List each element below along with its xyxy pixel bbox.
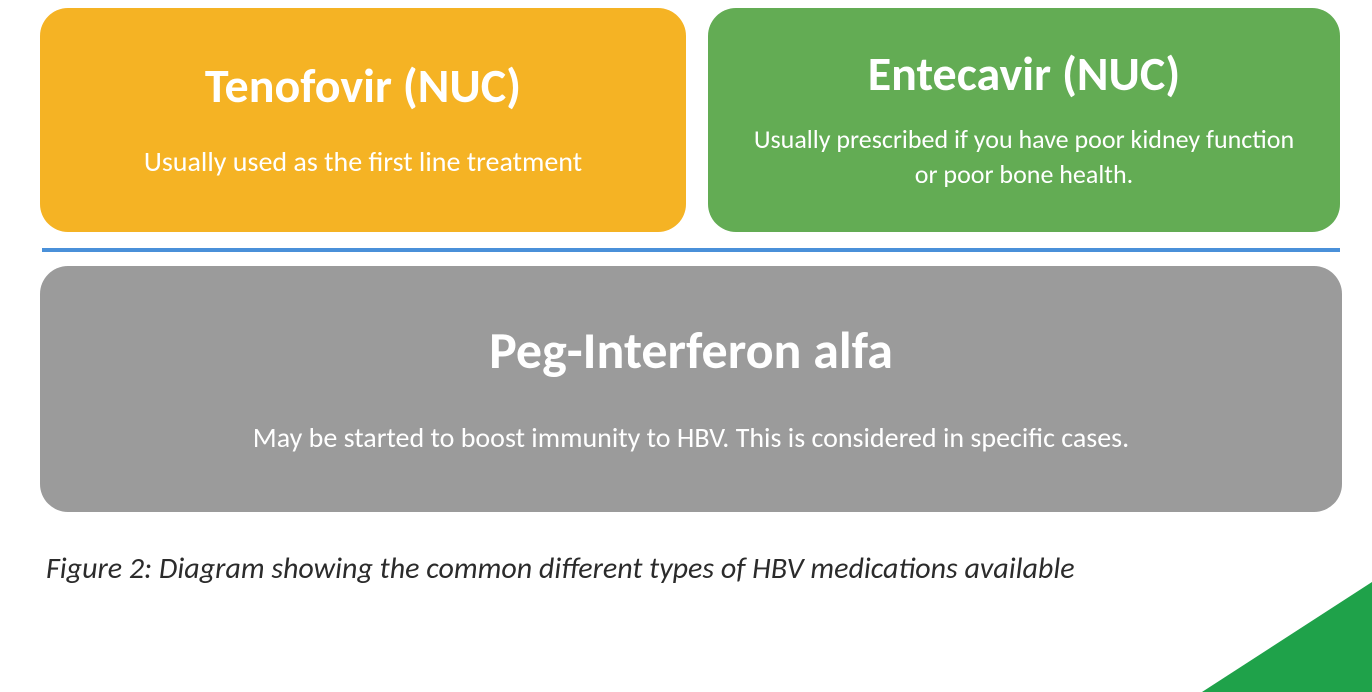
- diagram-container: Tenofovir (NUC) Usually used as the firs…: [0, 0, 1372, 587]
- figure-caption: Figure 2: Diagram showing the common dif…: [40, 512, 1342, 587]
- card-tenofovir: Tenofovir (NUC) Usually used as the firs…: [40, 8, 686, 232]
- corner-triangle-icon: [1202, 582, 1372, 692]
- peginterferon-title: Peg-Interferon alfa: [489, 322, 893, 379]
- entecavir-desc: Usually prescribed if you have poor kidn…: [752, 122, 1296, 192]
- peginterferon-desc: May be started to boost immunity to HBV.…: [253, 419, 1129, 457]
- tenofovir-title: Tenofovir (NUC): [205, 60, 521, 113]
- card-peginterferon: Peg-Interferon alfa May be started to bo…: [40, 266, 1342, 512]
- horizontal-divider: [42, 248, 1340, 252]
- entecavir-title: Entecavir (NUC): [868, 48, 1180, 101]
- card-entecavir: Entecavir (NUC) Usually prescribed if yo…: [708, 8, 1340, 232]
- top-row: Tenofovir (NUC) Usually used as the firs…: [40, 8, 1342, 232]
- tenofovir-desc: Usually used as the first line treatment: [144, 143, 582, 181]
